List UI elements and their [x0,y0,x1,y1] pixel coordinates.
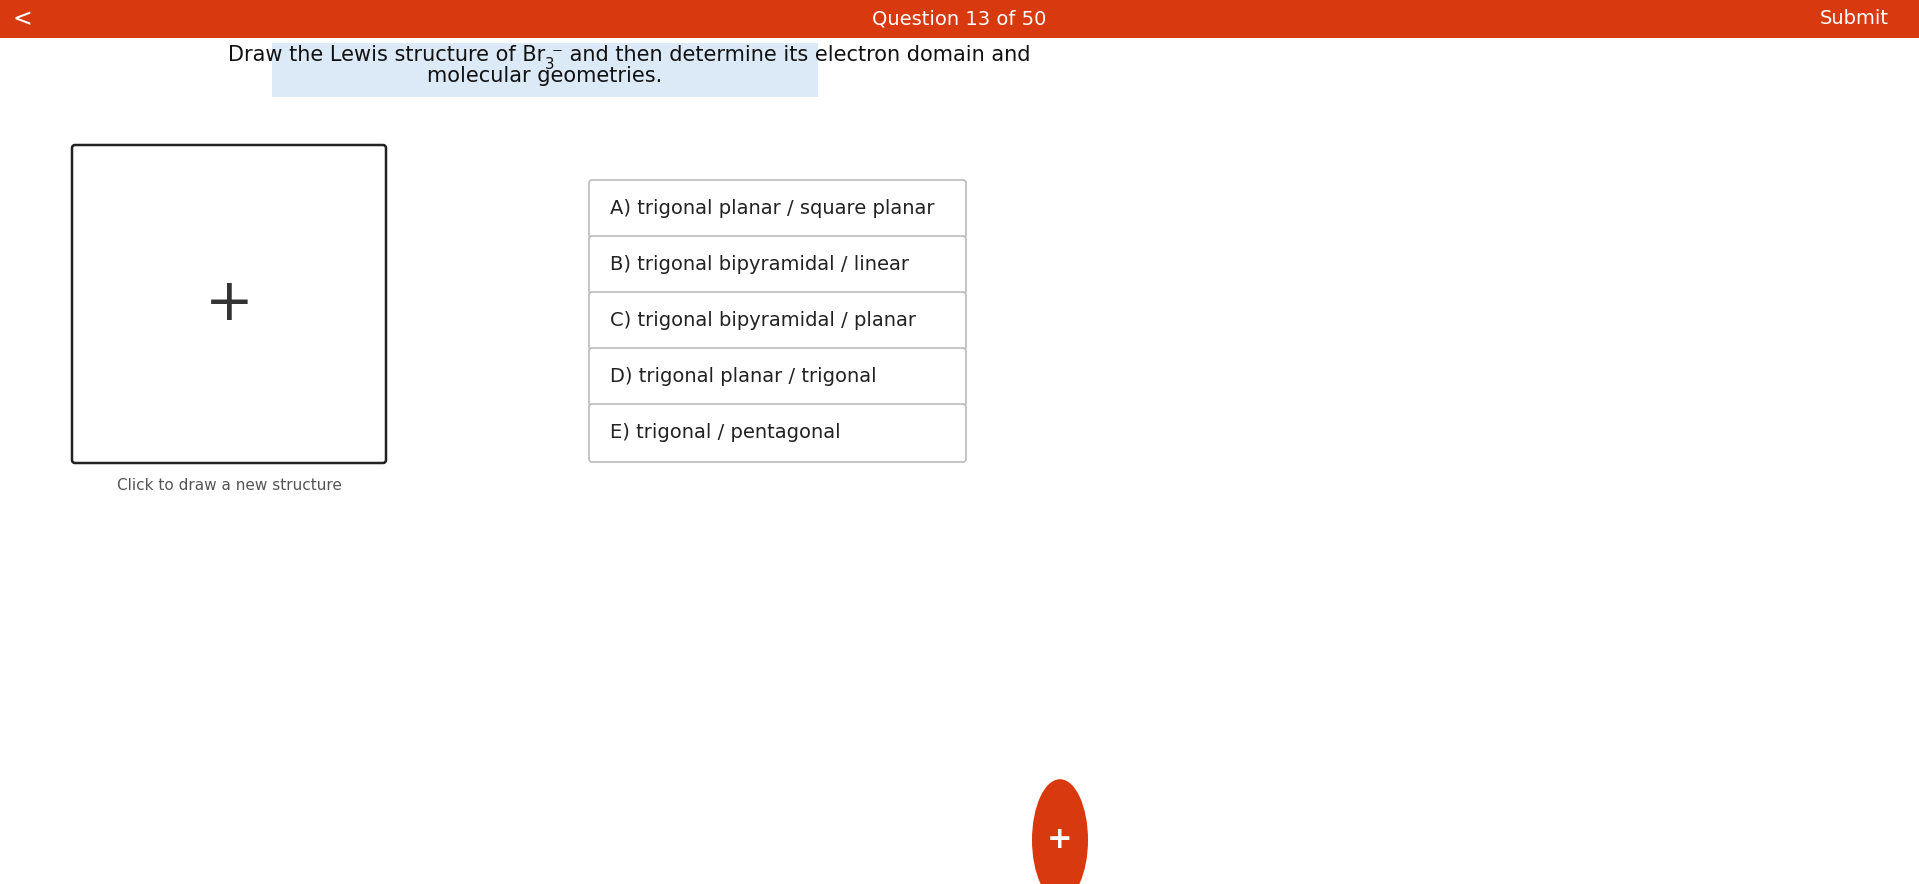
Text: +: + [205,276,253,332]
Text: C) trigonal bipyramidal / planar: C) trigonal bipyramidal / planar [610,311,915,331]
Text: <: < [12,7,33,31]
Text: Draw the Lewis structure of Br: Draw the Lewis structure of Br [228,45,545,65]
Bar [0,0,1919,38]
Text: E) trigonal / pentagonal: E) trigonal / pentagonal [610,423,841,443]
Bar [272,43,817,97]
Text: D) trigonal planar / trigonal: D) trigonal planar / trigonal [610,368,877,386]
Text: ⁻ and then determine its electron domain and: ⁻ and then determine its electron domain… [553,45,1031,65]
FancyBboxPatch shape [589,404,965,462]
Text: molecular geometries.: molecular geometries. [428,66,662,86]
FancyBboxPatch shape [589,292,965,350]
Text: 3: 3 [545,57,555,72]
FancyBboxPatch shape [73,145,386,463]
Ellipse shape [1032,779,1088,884]
FancyBboxPatch shape [589,348,965,406]
Text: +: + [1048,826,1073,855]
Text: Question 13 of 50: Question 13 of 50 [873,10,1046,28]
Text: Submit: Submit [1819,10,1888,28]
FancyBboxPatch shape [589,236,965,294]
Text: Click to draw a new structure: Click to draw a new structure [117,478,342,493]
Text: A) trigonal planar / square planar: A) trigonal planar / square planar [610,200,935,218]
Text: B) trigonal bipyramidal / linear: B) trigonal bipyramidal / linear [610,255,910,275]
FancyBboxPatch shape [589,180,965,238]
